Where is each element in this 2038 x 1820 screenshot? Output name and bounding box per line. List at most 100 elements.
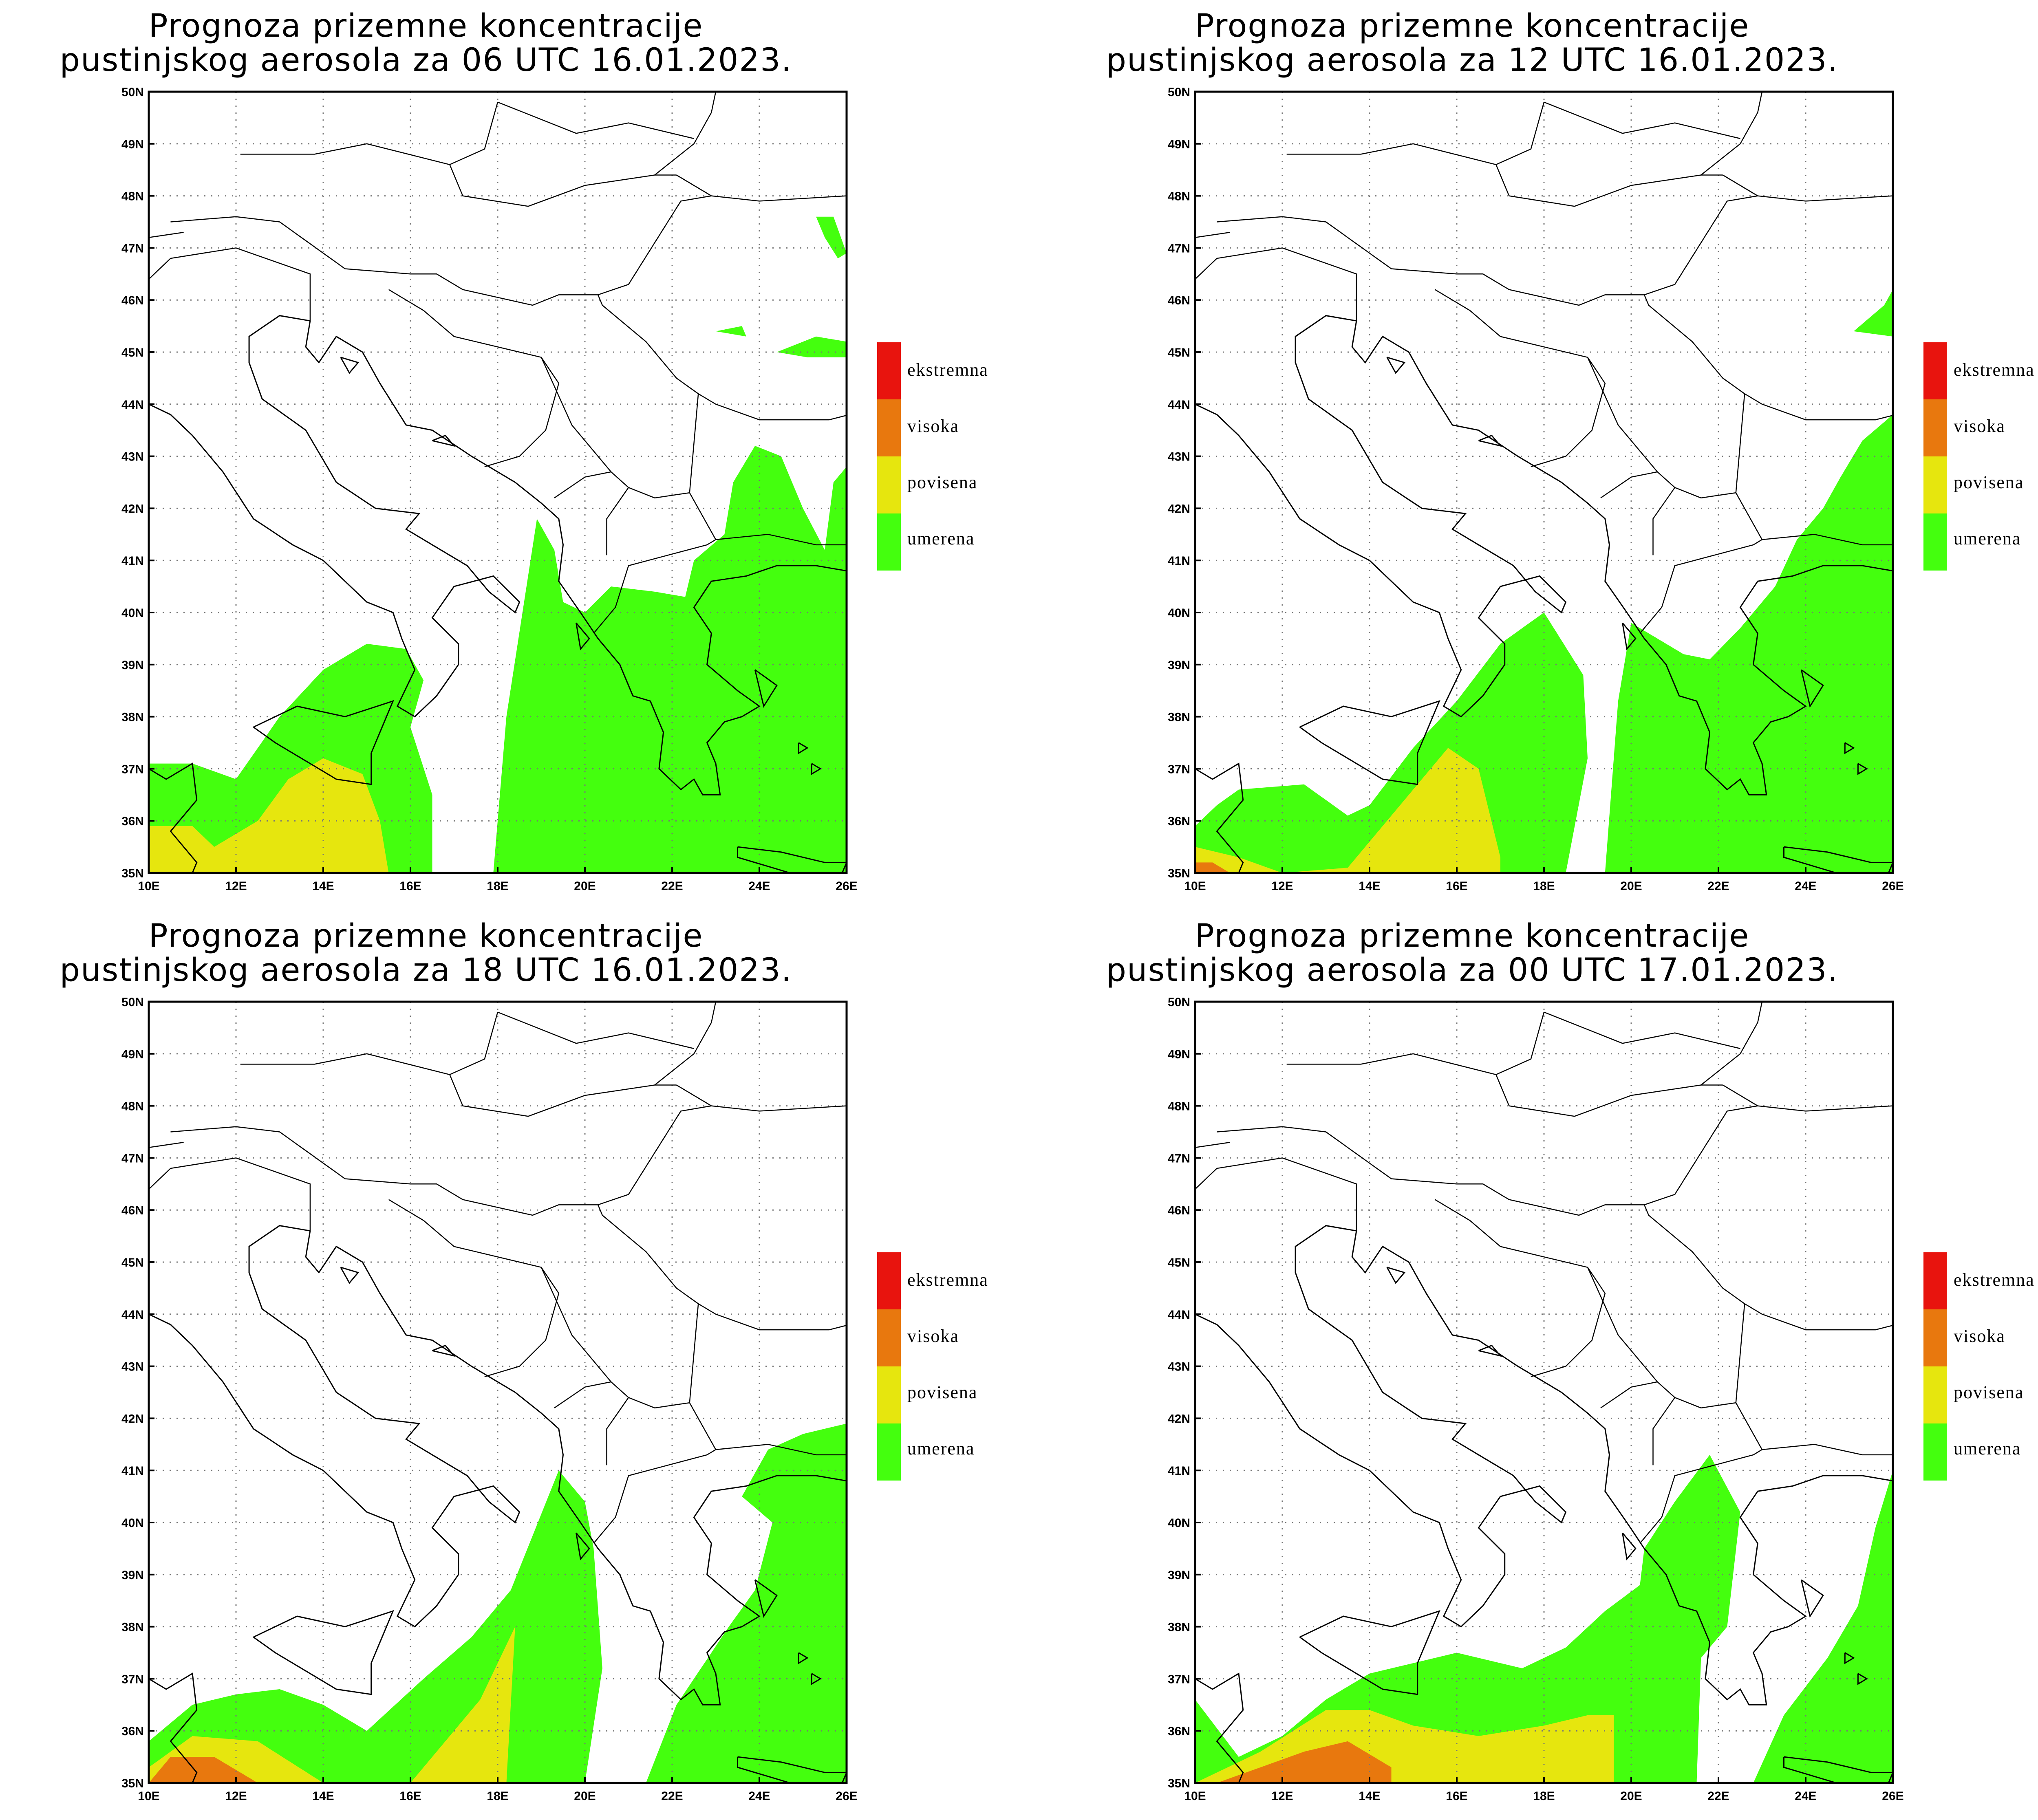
- forecast-panel-12utc: Prognoza prizemne koncentracije pustinjs…: [1046, 0, 2038, 910]
- coastline-sicily: [1299, 1610, 1440, 1695]
- country-border: [1195, 231, 1230, 238]
- country-border: [1652, 1397, 1676, 1465]
- island: [1622, 1532, 1637, 1560]
- lat-tick-label: 39N: [1168, 1569, 1190, 1582]
- country-border: [1701, 1002, 1763, 1086]
- coastlines: [149, 45, 847, 873]
- lat-tick-label: 49N: [1168, 138, 1190, 151]
- island: [340, 1267, 360, 1284]
- lat-tick-label: 46N: [1168, 1204, 1190, 1217]
- island: [798, 742, 809, 754]
- country-border: [1735, 393, 1893, 493]
- lat-tick-label: 38N: [1168, 1621, 1190, 1634]
- coastline: [1892, 613, 1893, 779]
- lat-tick-label: 50N: [121, 86, 144, 99]
- legend-label-ekstremna: ekstremna: [907, 360, 988, 380]
- forecast-panel-06utc: Prognoza prizemne koncentracije pustinjs…: [0, 0, 1046, 910]
- legend-label-ekstremna: ekstremna: [907, 1270, 988, 1290]
- lon-tick-label: 24E: [748, 879, 770, 893]
- lat-tick-label: 42N: [121, 502, 144, 516]
- lat-tick-label: 47N: [1168, 1152, 1190, 1165]
- country-border: [497, 101, 694, 139]
- legend-swatch-ekstremna: [877, 1252, 901, 1309]
- country-border: [449, 1012, 498, 1075]
- lon-tick-label: 20E: [1620, 1789, 1642, 1803]
- island: [340, 357, 360, 374]
- lat-tick-label: 41N: [121, 554, 144, 568]
- country-border: [149, 231, 184, 238]
- lat-tick-label: 47N: [121, 1152, 144, 1165]
- aerosol-area-umerena: [493, 446, 847, 873]
- country-border: [1762, 534, 1893, 546]
- field-layer: [149, 216, 847, 873]
- aerosol-area-umerena: [1195, 1454, 1740, 1783]
- island: [811, 1673, 822, 1685]
- island: [798, 1652, 809, 1664]
- coastline: [846, 1523, 847, 1689]
- coastline: [1195, 315, 1567, 718]
- legend-swatch-povisena: [1923, 456, 1947, 513]
- island: [576, 1532, 590, 1560]
- country-border: [1195, 1157, 1357, 1231]
- aerosol-area-povisena: [149, 758, 389, 873]
- lat-tick-label: 40N: [1168, 1516, 1190, 1530]
- lon-tick-label: 26E: [836, 879, 857, 893]
- legend-swatch-ekstremna: [1923, 342, 1947, 399]
- island: [754, 1579, 778, 1618]
- country-border: [597, 294, 699, 394]
- coastline-sicily: [253, 1610, 394, 1695]
- aerosol-area-povisena: [149, 1626, 515, 1783]
- country-border: [323, 45, 358, 92]
- lat-tick-label: 50N: [1168, 996, 1190, 1009]
- coastline: [1195, 1672, 1244, 1783]
- legend-label-visoka: visoka: [907, 1326, 959, 1346]
- legend-label-visoka: visoka: [907, 416, 959, 436]
- legend-label-umerena: umerena: [1954, 529, 2021, 549]
- coastline: [149, 1225, 521, 1628]
- country-border: [1286, 143, 1723, 207]
- lat-tick-label: 37N: [1168, 762, 1190, 776]
- lat-tick-label: 41N: [121, 1464, 144, 1478]
- legend-label-povisena: povisena: [907, 1382, 978, 1402]
- title-line-1: Prognoza prizemne koncentracije: [148, 8, 704, 44]
- country-border: [1643, 1204, 1745, 1304]
- country-border: [1652, 487, 1676, 555]
- lat-tick-label: 45N: [1168, 1256, 1190, 1269]
- map-plot: 35N 36N 37N 38N 39N 40N 41N 42N 43N 44N 45N 46N 47N 4…: [121, 45, 858, 893]
- country-border: [689, 1303, 847, 1403]
- legend-label-visoka: visoka: [1954, 1326, 2005, 1346]
- title-line-2: pustinjskog aerosola za 06 UTC 16.01.202…: [60, 42, 792, 79]
- lat-tick-label: 40N: [121, 606, 144, 620]
- lon-tick-label: 14E: [312, 1789, 334, 1803]
- lat-tick-label: 50N: [1168, 86, 1190, 99]
- lon-tick-label: 24E: [1795, 879, 1816, 893]
- aerosol-area-umerena: [1853, 289, 1893, 337]
- panel-title: Prognoza prizemne koncentracije pustinjs…: [0, 9, 852, 77]
- lon-tick-label: 26E: [1882, 879, 1903, 893]
- island: [1857, 763, 1868, 775]
- country-border: [606, 1397, 629, 1465]
- legend-label-povisena: povisena: [1954, 1382, 2024, 1402]
- lat-tick-label: 44N: [121, 1308, 144, 1322]
- country-border: [240, 1053, 677, 1117]
- lon-tick-label: 22E: [661, 1789, 683, 1803]
- aerosol-area-visoka: [149, 1757, 258, 1783]
- lat-tick-label: 46N: [121, 294, 144, 307]
- country-border: [149, 1141, 184, 1148]
- aerosol-area-umerena: [716, 326, 746, 337]
- lat-tick-label: 50N: [121, 996, 144, 1009]
- country-border: [1701, 92, 1763, 176]
- legend-swatch-povisena: [877, 456, 901, 513]
- island: [1386, 357, 1406, 374]
- island: [1478, 1344, 1502, 1357]
- coastline: [149, 762, 198, 873]
- lon-tick-label: 12E: [225, 879, 247, 893]
- aerosol-area-umerena: [1753, 1470, 1893, 1783]
- country-border: [1723, 1084, 1893, 1112]
- lat-tick-label: 36N: [1168, 815, 1190, 828]
- lat-tick-label: 45N: [121, 346, 144, 359]
- country-border: [654, 1002, 717, 1086]
- country-border: [1495, 102, 1545, 165]
- lon-tick-label: 10E: [1184, 879, 1206, 893]
- lat-tick-label: 35N: [1168, 1777, 1190, 1790]
